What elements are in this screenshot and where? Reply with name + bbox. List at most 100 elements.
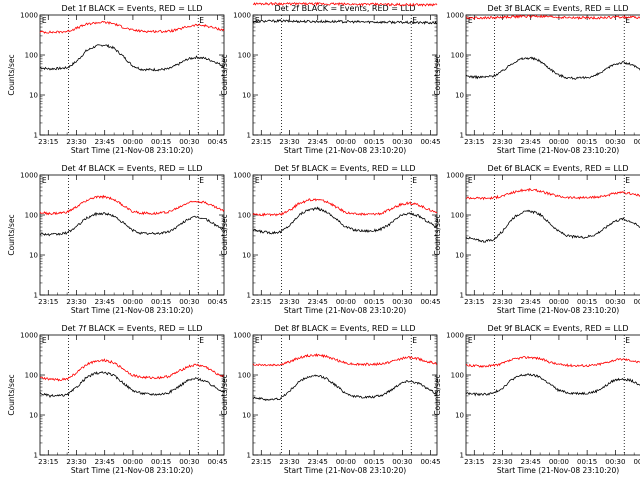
y-tick-label: 100 (451, 52, 464, 60)
x-tick-label: 00:00 (123, 298, 143, 306)
event-marker-label: E (625, 16, 630, 25)
events-series-line (465, 209, 640, 243)
y-tick-label: 1000 (233, 12, 251, 20)
plot-frame (39, 334, 225, 456)
x-axis-label: Start Time (21-Nov-08 23:10:20) (71, 466, 193, 475)
event-marker-label: E (412, 176, 417, 185)
x-tick-label: 00:45 (207, 458, 227, 466)
x-tick-label: 23:45 (521, 458, 541, 466)
y-tick-label: 1 (460, 132, 464, 140)
x-tick-label: 23:15 (251, 298, 271, 306)
panel-7: Det 7f BLACK = Events, RED = LLD 1 10 100 10… (7, 324, 228, 475)
event-marker-label: E (42, 336, 47, 345)
lld-series-line (252, 352, 438, 367)
y-tick-label: 10 (455, 412, 464, 420)
y-tick-label: 10 (29, 412, 38, 420)
y-axis-label: Counts/sec (433, 214, 442, 255)
y-tick-label: 1 (34, 452, 38, 460)
plot-frame (252, 14, 438, 136)
x-tick-label: 00:15 (364, 458, 384, 466)
events-series-line (252, 206, 438, 235)
x-tick-label: 00:00 (123, 138, 143, 146)
y-tick-label: 1000 (20, 332, 38, 340)
x-tick-label: 23:45 (308, 298, 328, 306)
x-axis-label: Start Time (21-Nov-08 23:10:20) (497, 306, 619, 315)
lld-series-line (252, 198, 438, 217)
event-marker-label: E (255, 16, 260, 25)
y-tick-label: 1 (247, 132, 251, 140)
x-tick-label: 23:45 (308, 138, 328, 146)
events-series-line (465, 373, 640, 397)
x-tick-label: 00:15 (151, 298, 171, 306)
x-tick-label: 00:30 (179, 298, 199, 306)
events-series-line (252, 18, 438, 25)
x-tick-label: 00:30 (605, 458, 625, 466)
x-tick-label: 00:00 (549, 298, 569, 306)
panel-title: Det 8f BLACK = Events, RED = LLD (274, 324, 415, 333)
y-axis-label: Counts/sec (220, 54, 229, 95)
x-axis-label: Start Time (21-Nov-08 23:10:20) (71, 306, 193, 315)
x-tick-label: 23:45 (95, 458, 115, 466)
y-tick-label: 10 (455, 252, 464, 260)
x-tick-label: 00:30 (392, 458, 412, 466)
y-tick-label: 10 (242, 412, 251, 420)
plot-frame (465, 14, 640, 136)
y-tick-label: 1 (34, 132, 38, 140)
x-tick-label: 23:15 (38, 138, 58, 146)
x-tick-label: 00:45 (207, 298, 227, 306)
plot-frame (465, 174, 640, 296)
event-marker-label: E (42, 16, 47, 25)
x-tick-label: 23:15 (464, 458, 484, 466)
x-tick-label: 23:30 (492, 458, 512, 466)
x-tick-label: 00:45 (207, 138, 227, 146)
y-tick-label: 10 (242, 252, 251, 260)
event-marker-label: E (625, 176, 630, 185)
x-tick-label: 00:15 (364, 298, 384, 306)
y-tick-label: 10 (29, 92, 38, 100)
event-marker-label: E (625, 336, 630, 345)
x-tick-label: 00:30 (605, 138, 625, 146)
panel-4: Det 4f BLACK = Events, RED = LLD 1 10 100 10… (7, 164, 228, 315)
y-tick-label: 1000 (446, 12, 464, 20)
x-tick-label: 23:45 (95, 138, 115, 146)
event-marker-label: E (255, 336, 260, 345)
plot-frame (465, 334, 640, 456)
y-tick-label: 1000 (20, 12, 38, 20)
x-axis-label: Start Time (21-Nov-08 23:10:20) (284, 146, 406, 155)
event-marker-label: E (412, 16, 417, 25)
y-tick-label: 1 (460, 292, 464, 300)
x-tick-label: 00:30 (605, 298, 625, 306)
y-tick-label: 1 (34, 292, 38, 300)
y-tick-label: 10 (29, 252, 38, 260)
y-tick-label: 100 (25, 212, 38, 220)
y-tick-label: 100 (25, 52, 38, 60)
events-series-line (252, 374, 438, 402)
event-marker-label: E (255, 176, 260, 185)
y-axis-label: Counts/sec (7, 214, 16, 255)
y-tick-label: 10 (242, 92, 251, 100)
x-tick-label: 00:45 (633, 138, 640, 146)
plot-frame (39, 174, 225, 296)
y-axis-label: Counts/sec (7, 54, 16, 95)
x-tick-label: 23:30 (279, 458, 299, 466)
y-axis-label: Counts/sec (433, 374, 442, 415)
event-marker-label: E (468, 336, 473, 345)
panel-8: Det 8f BLACK = Events, RED = LLD 1 10 100 10… (220, 324, 441, 475)
event-marker-label: E (199, 176, 204, 185)
x-tick-label: 00:15 (364, 138, 384, 146)
x-axis-label: Start Time (21-Nov-08 23:10:20) (71, 146, 193, 155)
x-tick-label: 23:15 (251, 458, 271, 466)
x-tick-label: 23:45 (308, 458, 328, 466)
panel-title: Det 6f BLACK = Events, RED = LLD (487, 164, 628, 173)
y-axis-label: Counts/sec (7, 374, 16, 415)
x-tick-label: 23:30 (279, 298, 299, 306)
lld-series-line (39, 358, 225, 382)
x-tick-label: 00:45 (633, 298, 640, 306)
x-tick-label: 23:15 (251, 138, 271, 146)
lld-series-line (465, 14, 640, 21)
x-tick-label: 00:00 (336, 298, 356, 306)
event-marker-label: E (199, 336, 204, 345)
x-tick-label: 23:30 (66, 138, 86, 146)
x-tick-label: 00:15 (577, 298, 597, 306)
x-axis-label: Start Time (21-Nov-08 23:10:20) (284, 466, 406, 475)
